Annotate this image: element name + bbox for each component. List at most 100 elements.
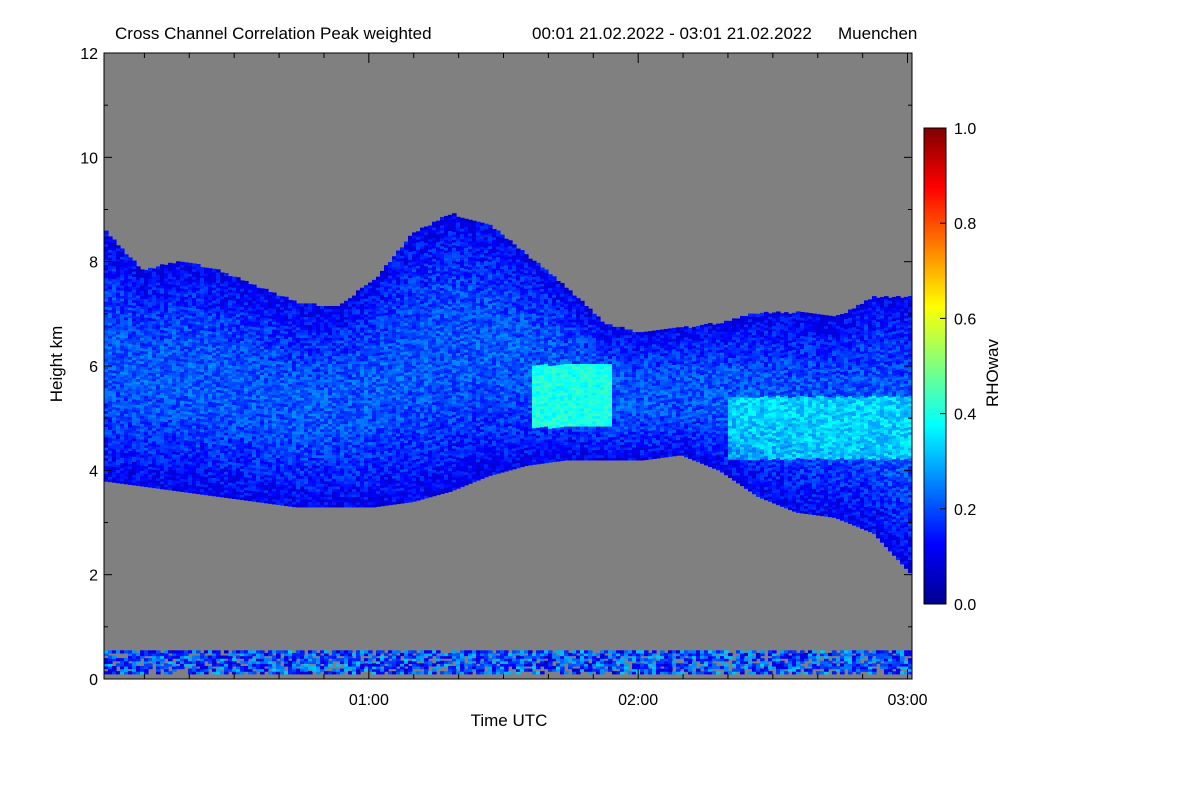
heatmap-cell — [228, 463, 233, 468]
heatmap-cell — [268, 388, 273, 392]
heatmap-cell — [256, 499, 261, 503]
heatmap-cell — [212, 341, 217, 345]
heatmap-cell — [184, 301, 189, 305]
heatmap-cell — [300, 399, 305, 404]
heatmap-cell — [292, 342, 297, 346]
heatmap-cell — [220, 324, 225, 328]
heatmap-cell — [296, 439, 301, 443]
heatmap-cell — [140, 295, 145, 299]
heatmap-cell — [108, 335, 113, 339]
heatmap-cell — [260, 655, 265, 659]
heatmap-cell — [228, 351, 233, 355]
heatmap-cell — [172, 365, 177, 369]
heatmap-cell — [224, 668, 229, 672]
heatmap-cell — [176, 462, 181, 466]
heatmap-cell — [148, 348, 153, 352]
heatmap-cell — [196, 655, 201, 659]
heatmap-cell — [144, 288, 149, 292]
heatmap-cell — [300, 371, 305, 375]
heatmap-cell — [264, 414, 269, 418]
heatmap-cell — [212, 313, 217, 317]
heatmap-cell — [160, 350, 165, 354]
heatmap-cell — [168, 374, 173, 379]
heatmap-cell — [200, 288, 205, 292]
heatmap-cell — [124, 295, 129, 300]
heatmap-cell — [164, 460, 169, 464]
heatmap-cell — [304, 355, 309, 359]
heatmap-cell — [212, 396, 217, 400]
heatmap-cell — [104, 652, 109, 657]
heatmap-cell — [240, 465, 245, 469]
heatmap-cell — [268, 464, 273, 468]
heatmap-cell — [236, 321, 241, 325]
heatmap-cell — [144, 345, 149, 349]
heatmap-cell — [176, 425, 181, 429]
heatmap-cell — [308, 407, 313, 411]
heatmap-cell — [296, 663, 301, 667]
heatmap-cell — [316, 342, 321, 346]
heatmap-cell — [116, 245, 121, 249]
heatmap-cell — [136, 365, 141, 369]
heatmap-cell — [232, 430, 237, 434]
heatmap-cell — [192, 388, 197, 392]
heatmap-cell — [256, 308, 261, 312]
heatmap-cell — [292, 660, 297, 664]
heatmap-cell — [180, 368, 185, 372]
heatmap-cell — [268, 440, 273, 444]
heatmap-cell — [208, 291, 213, 295]
heatmap-cell — [216, 415, 221, 419]
heatmap-cell — [148, 369, 153, 373]
heatmap-cell — [148, 291, 153, 295]
heatmap-cell — [200, 319, 205, 323]
heatmap-cell — [164, 327, 169, 331]
heatmap-cell — [176, 485, 181, 489]
heatmap-cell — [244, 372, 249, 376]
heatmap-cell — [312, 334, 317, 338]
heatmap-cell — [288, 432, 293, 437]
heatmap-cell — [200, 407, 205, 412]
heatmap-cell — [132, 297, 137, 301]
heatmap-cell — [228, 422, 233, 426]
heatmap-cell — [108, 246, 113, 251]
heatmap-cell — [312, 308, 317, 312]
heatmap-cell — [204, 395, 209, 399]
heatmap-cell — [112, 252, 117, 256]
heatmap-cell — [188, 660, 193, 664]
heatmap-cell — [140, 392, 145, 396]
heatmap-cell — [136, 474, 141, 479]
heatmap-cell — [280, 437, 285, 441]
heatmap-cell — [128, 356, 133, 360]
heatmap-cell — [264, 466, 269, 470]
heatmap-cell — [164, 296, 169, 300]
heatmap-cell — [152, 383, 157, 387]
heatmap-cell — [200, 350, 205, 354]
heatmap-cell — [124, 389, 129, 394]
heatmap-cell — [260, 650, 265, 654]
heatmap-cell — [180, 332, 185, 336]
heatmap-cell — [104, 423, 109, 427]
heatmap-cell — [252, 295, 257, 299]
heatmap-cell — [292, 365, 297, 369]
heatmap-cell — [240, 476, 245, 480]
heatmap-cell — [280, 304, 285, 308]
heatmap-cell — [156, 362, 161, 367]
heatmap-cell — [188, 453, 193, 457]
heatmap-cell — [224, 411, 229, 415]
heatmap-cell — [132, 377, 137, 382]
heatmap-cell — [320, 428, 325, 432]
heatmap-cell — [212, 375, 217, 379]
heatmap-cell — [120, 381, 125, 385]
heatmap-cell — [320, 402, 325, 406]
heatmap-cell — [224, 338, 229, 342]
heatmap-cell — [200, 397, 205, 401]
heatmap-cell — [216, 277, 221, 281]
heatmap-cell — [240, 363, 245, 368]
heatmap-cell — [316, 441, 321, 445]
heatmap-cell — [228, 655, 233, 659]
heatmap-cell — [316, 397, 321, 401]
heatmap-cell — [140, 386, 145, 391]
heatmap-cell — [312, 504, 317, 508]
heatmap-cell — [132, 380, 137, 384]
heatmap-cell — [224, 479, 229, 483]
heatmap-cell — [108, 650, 113, 654]
